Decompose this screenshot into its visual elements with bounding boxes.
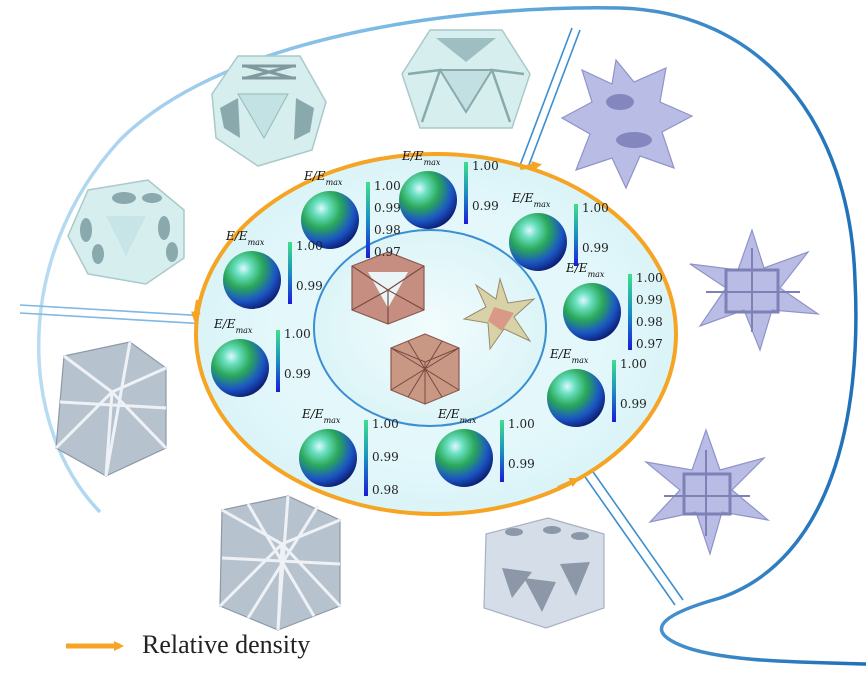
modulus-sphere-3 [399, 171, 457, 229]
colorbar-tick-8-2: 0.99 [508, 457, 535, 471]
modulus-panel-6: E/Emax 1.000.99 [211, 317, 311, 397]
colorbar-tick-1-1: 1.00 [374, 179, 401, 193]
colorbar-tick-3-2: 0.99 [472, 199, 499, 213]
core-cube-cell-icon [390, 333, 460, 405]
colorbar-tick-6-2: 0.99 [284, 367, 311, 381]
lattice-cell-icon-2 [211, 55, 327, 167]
modulus-panels: E/Emax 1.000.990.980.97E/Emax 1.000.99E/Em… [211, 149, 663, 497]
colorbar-4 [628, 274, 632, 350]
modulus-sphere-1 [301, 191, 359, 249]
colorbar-9 [612, 360, 616, 422]
colorbar-tick-7-2: 0.99 [372, 450, 399, 464]
modulus-sphere-9 [547, 369, 605, 427]
core-octet-cell-icon [351, 251, 425, 325]
lattice-cell-icon-1 [67, 179, 185, 285]
orange-arrow-bottom [557, 477, 580, 490]
lattice-cell-icon-9 [483, 517, 605, 629]
lattice-cell-icon-8 [218, 495, 342, 631]
orange-arrow-top [519, 161, 542, 171]
modulus-sphere-8 [435, 429, 493, 487]
colorbar-tick-8-1: 1.00 [508, 417, 535, 431]
core-star-cell-icon [462, 277, 536, 351]
modulus-panel-8: E/Emax 1.000.99 [435, 407, 535, 487]
colorbar-1 [366, 182, 370, 258]
modulus-panel-7: E/Emax 1.000.990.98 [299, 407, 399, 497]
colorbar-6 [276, 330, 280, 392]
modulus-panel-2: E/Emax 1.000.99 [223, 229, 323, 309]
orange-arrow-left [191, 299, 201, 322]
colorbar-7 [364, 420, 368, 496]
spiral-curve [37, 6, 866, 666]
colorbar-tick-1-4: 0.97 [374, 245, 401, 259]
colorbar-tick-5-2: 0.99 [582, 241, 609, 255]
modulus-panel-1: E/Emax 1.000.990.980.97 [301, 169, 401, 259]
colorbar-tick-2-2: 0.99 [296, 279, 323, 293]
colorbar-tick-5-1: 1.00 [582, 201, 609, 215]
colorbar-tick-2-1: 1.00 [296, 239, 323, 253]
colorbar-tick-1-3: 0.98 [374, 223, 401, 237]
colorbar-tick-4-2: 0.99 [636, 293, 663, 307]
colorbar-tick-3-1: 1.00 [472, 159, 499, 173]
colorbar-5 [574, 204, 578, 266]
modulus-panel-5: E/Emax 1.000.99 [509, 191, 609, 271]
modulus-sphere-5 [509, 213, 567, 271]
colorbar-tick-4-3: 0.98 [636, 315, 663, 329]
lattice-cell-icon-6 [643, 428, 771, 557]
modulus-panel-9: E/Emax 1.000.99 [547, 347, 647, 427]
relative-density-ellipse [194, 152, 678, 516]
colorbar-tick-7-1: 1.00 [372, 417, 399, 431]
colorbar-tick-7-3: 0.98 [372, 483, 399, 497]
colorbar-2 [288, 242, 292, 304]
lattice-cell-icon-3 [401, 29, 531, 129]
modulus-panel-4: E/Emax 1.000.990.980.97 [563, 261, 663, 351]
colorbar-tick-4-1: 1.00 [636, 271, 663, 285]
modulus-sphere-2 [223, 251, 281, 309]
colorbar-tick-9-1: 1.00 [620, 357, 647, 371]
modulus-sphere-4 [563, 283, 621, 341]
colorbar-tick-6-1: 1.00 [284, 327, 311, 341]
colorbar-tick-9-2: 0.99 [620, 397, 647, 411]
legend-label: Relative density [142, 630, 311, 659]
lattice-cell-icon-5 [689, 228, 821, 352]
modulus-sphere-7 [299, 429, 357, 487]
modulus-sphere-6 [211, 339, 269, 397]
colorbar-8 [500, 420, 504, 482]
lattice-cell-icon-4 [560, 58, 694, 190]
colorbar-tick-4-4: 0.97 [636, 337, 663, 351]
colorbar-3 [464, 162, 468, 224]
colorbar-tick-1-2: 0.99 [374, 201, 401, 215]
lattice-cell-icon-7 [54, 341, 168, 477]
